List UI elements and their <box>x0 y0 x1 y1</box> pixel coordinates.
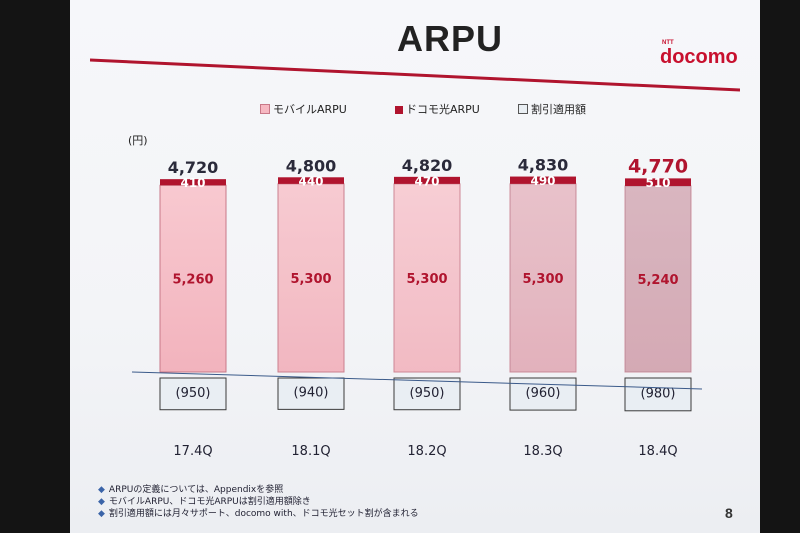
zero-baseline <box>131 371 703 390</box>
tick-label-18.3Q: 18.3Q <box>523 444 562 459</box>
bar-hikari-18.4Q <box>625 178 691 186</box>
bar-mobile-18.1Q <box>277 183 345 373</box>
title-divider <box>90 58 740 92</box>
label-discount-18.1Q: (940) <box>294 386 329 401</box>
label-hikari-18.4Q: 510 <box>645 176 670 190</box>
bar-hikari-18.3Q <box>510 176 576 184</box>
logo-ntt-text: NTT <box>662 40 674 46</box>
footnote-3-text: 割引適用額には月々サポート、docomo with、ドコモ光セット割が含まれる <box>108 509 419 519</box>
legend-item-discount: 割引適用額 <box>518 101 586 117</box>
slide: ARPU NTT docomo モバイルARPU ドコモ光ARPU 割引適用額 … <box>70 0 760 533</box>
footnote-3: ◆ 割引適用額には月々サポート、docomo with、ドコモ光セット割が含まれる <box>98 508 698 520</box>
bullet-icon: ◆ <box>98 509 105 519</box>
docomo-logo: NTT docomo <box>660 40 740 70</box>
legend-swatch-hikari <box>395 106 403 114</box>
bar-mobile-18.4Q <box>624 185 692 373</box>
legend-swatch-mobile <box>260 104 270 114</box>
legend-label-mobile: モバイルARPU <box>273 103 347 116</box>
label-discount-18.2Q: (950) <box>410 386 445 401</box>
footnote-2: ◆ モバイルARPU、ドコモ光ARPUは割引適用額除き <box>98 496 698 508</box>
tick-label-18.1Q: 18.1Q <box>291 444 330 459</box>
label-hikari-17.4Q: 410 <box>180 176 205 190</box>
label-hikari-18.2Q: 470 <box>414 174 439 188</box>
bullet-icon: ◆ <box>98 497 105 507</box>
label-discount-18.3Q: (960) <box>526 386 561 401</box>
legend-label-hikari: ドコモ光ARPU <box>406 103 480 116</box>
bar-discount-18.1Q <box>277 377 345 410</box>
legend-item-hikari: ドコモ光ARPU <box>395 101 480 117</box>
tick-label-18.4Q: 18.4Q <box>638 444 677 459</box>
label-total-18.4Q: 4,770 <box>628 155 688 177</box>
logo-text: docomo <box>660 46 738 68</box>
label-total-18.2Q: 4,820 <box>402 156 453 175</box>
arpu-chart: 410 5,260 (950) 4,720 17.4Q 440 5,300 (940) 4,80… <box>131 155 703 459</box>
legend-swatch-discount <box>518 104 528 114</box>
tick-label-17.4Q: 17.4Q <box>173 444 212 459</box>
label-discount-18.4Q: (980) <box>641 386 676 401</box>
label-hikari-18.1Q: 440 <box>298 175 323 189</box>
bar-mobile-shade-18.3Q <box>510 183 576 372</box>
legend-item-mobile: モバイルARPU <box>260 101 347 117</box>
bar-mobile-17.4Q <box>159 184 227 373</box>
bar-mobile-shade-18.4Q <box>625 185 691 372</box>
slide-title: ARPU <box>396 18 503 59</box>
label-mobile-18.3Q: 5,300 <box>522 272 563 287</box>
label-mobile-18.1Q: 5,300 <box>290 272 331 287</box>
label-mobile-17.4Q: 5,260 <box>172 273 213 288</box>
label-discount-17.4Q: (950) <box>176 386 211 401</box>
label-mobile-18.4Q: 5,240 <box>637 273 678 288</box>
bar-hikari-17.4Q <box>160 179 226 186</box>
bar-hikari-18.1Q <box>278 177 344 184</box>
label-hikari-18.3Q: 490 <box>530 174 555 188</box>
bar-mobile-18.3Q <box>509 183 577 373</box>
legend-label-discount: 割引適用額 <box>531 103 586 116</box>
label-total-17.4Q: 4,720 <box>168 158 219 177</box>
chart-legend: モバイルARPU ドコモ光ARPU 割引適用額 <box>260 95 730 119</box>
bar-discount-18.2Q <box>393 377 461 411</box>
tick-label-18.2Q: 18.2Q <box>407 444 446 459</box>
bullet-icon: ◆ <box>98 485 105 495</box>
footnote-1-text: ARPUの定義については、Appendixを参照 <box>108 485 284 495</box>
page-number: 8 <box>725 505 733 521</box>
footnote-1: ◆ ARPUの定義については、Appendixを参照 <box>98 484 698 496</box>
label-total-18.1Q: 4,800 <box>286 156 337 175</box>
footnote-2-text: モバイルARPU、ドコモ光ARPUは割引適用額除き <box>108 497 311 507</box>
chart-unit-label: (円) <box>128 134 148 147</box>
label-total-18.3Q: 4,830 <box>518 156 569 175</box>
bar-hikari-18.2Q <box>394 176 460 184</box>
bar-discount-17.4Q <box>159 377 227 411</box>
bar-mobile-18.2Q <box>393 183 461 373</box>
footnotes: ◆ ARPUの定義については、Appendixを参照 ◆ モバイルARPU、ドコモ光… <box>98 484 698 520</box>
bar-discount-18.4Q <box>624 377 692 412</box>
label-mobile-18.2Q: 5,300 <box>406 272 447 287</box>
